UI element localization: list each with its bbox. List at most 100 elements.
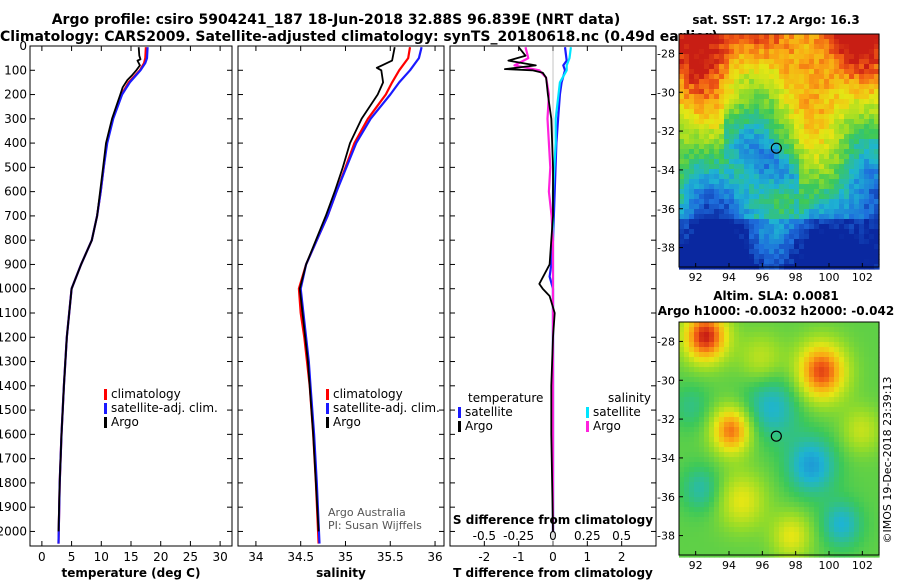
map-frame-3 bbox=[678, 33, 880, 268]
y-tick-label: 900 bbox=[4, 257, 27, 271]
map-x-tick-label: 96 bbox=[755, 271, 769, 284]
y-tick-label: 1000 bbox=[0, 282, 27, 296]
y-tick-label: 700 bbox=[4, 209, 27, 223]
series-s-argo-line bbox=[513, 46, 555, 532]
legend-title-salinity: salinity bbox=[608, 391, 651, 405]
series-argo-line bbox=[57, 47, 142, 532]
y-tick-label: 1300 bbox=[0, 355, 27, 369]
map-y-tick-label: -28 bbox=[657, 47, 675, 60]
sla-map-title-line1: Altim. SLA: 0.0081 bbox=[713, 289, 839, 303]
argo-australia-watermark: Argo Australia bbox=[328, 506, 406, 519]
legend-label: satellite-adj. clim. bbox=[111, 401, 218, 415]
sla-map-title-line2: Argo h1000: -0.0032 h2000: -0.042 bbox=[658, 304, 894, 318]
x-tick-label-0: 5 bbox=[68, 550, 76, 564]
y-tick-label: 1500 bbox=[0, 403, 27, 417]
y-tick-label: 500 bbox=[4, 160, 27, 174]
x-tick-label-1: 35.5 bbox=[377, 550, 404, 564]
legend-swatch bbox=[458, 421, 461, 432]
map-y-tick-label: -28 bbox=[657, 335, 675, 348]
y-tick-label: 400 bbox=[4, 136, 27, 150]
map-x-tick-label: 94 bbox=[722, 271, 736, 284]
map-x-tick-label: 98 bbox=[789, 559, 803, 572]
y-tick-label: 800 bbox=[4, 233, 27, 247]
map-y-tick-label: -34 bbox=[657, 452, 675, 465]
x-tick-label-2: -2 bbox=[478, 550, 490, 564]
x-tick-label-0: 20 bbox=[153, 550, 168, 564]
x-tick-label-1: 34.5 bbox=[287, 550, 314, 564]
legend-label: climatology bbox=[333, 387, 403, 401]
legend-swatch bbox=[104, 389, 107, 400]
legend-swatch bbox=[586, 407, 589, 418]
y-tick-label: 1900 bbox=[0, 500, 27, 514]
y-tick-label: 600 bbox=[4, 185, 27, 199]
x2-tick-label: -0.5 bbox=[473, 529, 496, 543]
legend-label: Argo bbox=[465, 419, 493, 433]
float-position-marker bbox=[770, 142, 782, 154]
map-x-tick-label: 100 bbox=[819, 271, 840, 284]
x2-tick-label: 0.25 bbox=[574, 529, 601, 543]
x-tick-label-0: 25 bbox=[183, 550, 198, 564]
map-y-tick-label: -32 bbox=[657, 413, 675, 426]
map-x-tick-label: 96 bbox=[755, 559, 769, 572]
map-x-tick-label: 100 bbox=[819, 559, 840, 572]
y-tick-label: 1600 bbox=[0, 427, 27, 441]
legend-title-temperature: temperature bbox=[468, 391, 543, 405]
plot-frame-1 bbox=[237, 45, 445, 547]
series-s-satellite-line bbox=[551, 47, 572, 532]
map-y-tick-label: -30 bbox=[657, 374, 675, 387]
x-tick-label-2: 1 bbox=[584, 550, 592, 564]
x-tick-label-2: -1 bbox=[513, 550, 525, 564]
y-tick-label: 1100 bbox=[0, 306, 27, 320]
x-tick-label-0: 0 bbox=[38, 550, 46, 564]
map-x-tick-label: 102 bbox=[852, 559, 873, 572]
x-tick-label-2: 0 bbox=[549, 550, 557, 564]
figure-title-line1: Argo profile: csiro 5904241_187 18-Jun-2… bbox=[51, 12, 621, 28]
x2-tick-label: 0 bbox=[549, 529, 557, 543]
series-argo-line bbox=[298, 47, 396, 532]
sst-map-title: sat. SST: 17.2 Argo: 16.3 bbox=[692, 13, 859, 27]
y-tick-label: 2000 bbox=[0, 524, 27, 538]
map-y-tick-label: -36 bbox=[657, 491, 675, 504]
legend-label: Argo bbox=[593, 419, 621, 433]
x-tick-label-2: 2 bbox=[618, 550, 626, 564]
x-tick-label-1: 36 bbox=[427, 550, 442, 564]
map-y-tick-label: -30 bbox=[657, 86, 675, 99]
x-axis-label-2: T difference from climatology bbox=[453, 566, 653, 580]
y-tick-label: 1400 bbox=[0, 379, 27, 393]
map-y-tick-label: -38 bbox=[657, 242, 675, 255]
y-tick-label: 200 bbox=[4, 88, 27, 102]
legend-swatch bbox=[326, 417, 329, 428]
series-t-argo-line bbox=[503, 46, 556, 532]
x2-tick-label: -0.25 bbox=[503, 529, 534, 543]
map-x-tick-label: 92 bbox=[689, 271, 703, 284]
y-tick-label: 0 bbox=[19, 39, 27, 53]
y-tick-label: 1200 bbox=[0, 330, 27, 344]
legend-swatch bbox=[458, 407, 461, 418]
y-tick-label: 100 bbox=[4, 63, 27, 77]
map-y-tick-label: -38 bbox=[657, 530, 675, 543]
y-tick-label: 300 bbox=[4, 112, 27, 126]
x2-axis-label: S difference from climatology bbox=[453, 513, 653, 527]
legend-swatch bbox=[104, 417, 107, 428]
legend-swatch bbox=[326, 403, 329, 414]
x-tick-label-0: 30 bbox=[212, 550, 227, 564]
legend-label: satellite-adj. clim. bbox=[333, 401, 440, 415]
legend-label: satellite bbox=[593, 405, 641, 419]
x-tick-label-0: 10 bbox=[94, 550, 109, 564]
map-x-tick-label: 92 bbox=[689, 559, 703, 572]
map-x-tick-label: 102 bbox=[852, 271, 873, 284]
map-x-tick-label: 94 bbox=[722, 559, 736, 572]
map-cells-4 bbox=[679, 322, 880, 558]
y-tick-label: 1700 bbox=[0, 452, 27, 466]
x-axis-label-1: salinity bbox=[316, 566, 366, 580]
legend-swatch bbox=[586, 421, 589, 432]
legend-label: satellite bbox=[465, 405, 513, 419]
legend-swatch bbox=[326, 389, 329, 400]
map-x-tick-label: 98 bbox=[789, 271, 803, 284]
map-y-tick-label: -36 bbox=[657, 203, 675, 216]
map-y-tick-label: -34 bbox=[657, 164, 675, 177]
argo-australia-watermark: PI: Susan Wijffels bbox=[328, 519, 422, 532]
legend-label: Argo bbox=[111, 415, 139, 429]
x-tick-label-1: 35 bbox=[338, 550, 353, 564]
x-tick-label-1: 34 bbox=[248, 550, 263, 564]
